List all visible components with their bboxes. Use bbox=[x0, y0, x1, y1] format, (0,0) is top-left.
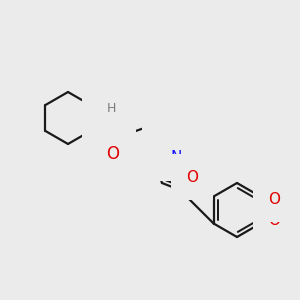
Text: O: O bbox=[186, 169, 198, 184]
Text: N: N bbox=[99, 109, 111, 127]
Text: O: O bbox=[106, 145, 119, 163]
Text: N: N bbox=[170, 151, 182, 166]
Text: O: O bbox=[268, 213, 280, 228]
Text: H: H bbox=[106, 103, 116, 116]
Text: O: O bbox=[268, 192, 280, 207]
Text: O: O bbox=[158, 134, 172, 152]
